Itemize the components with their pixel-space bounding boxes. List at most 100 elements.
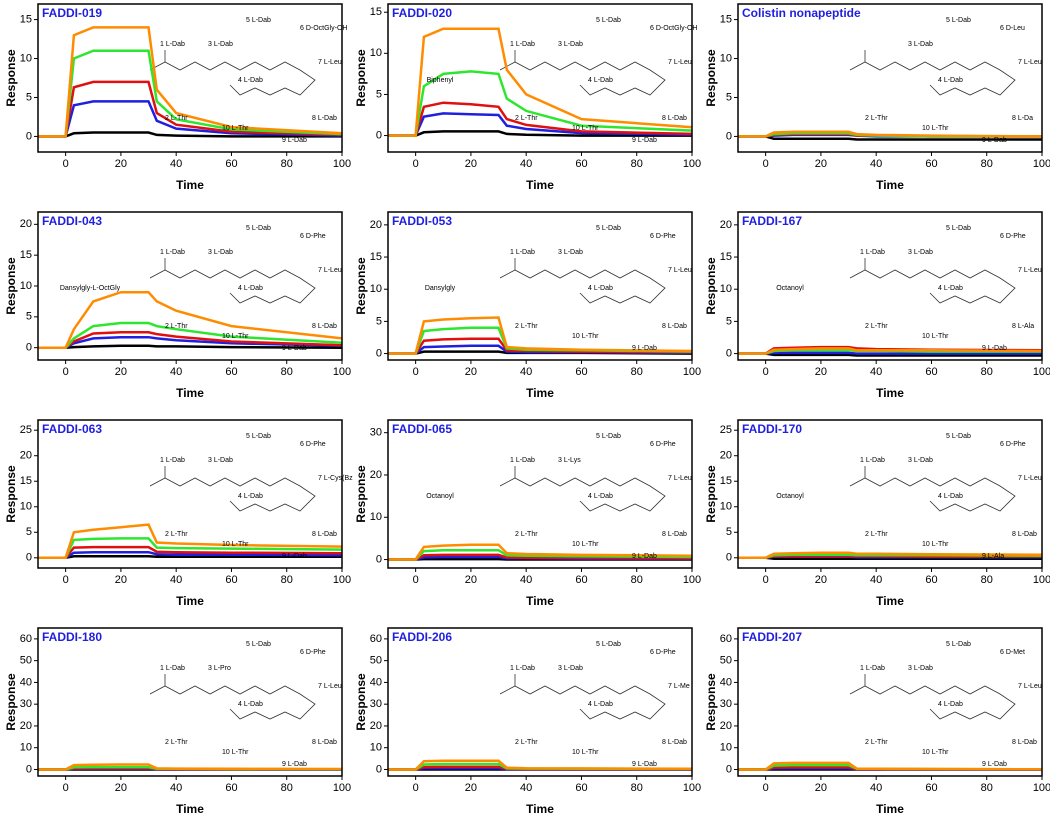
x-tick-label: 100 (333, 574, 351, 586)
y-tick-label: 60 (20, 633, 32, 645)
y-tick-label: 15 (20, 475, 32, 487)
x-tick-label: 80 (281, 574, 293, 586)
structure-label: 3 L-Dab (558, 249, 583, 256)
y-tick-label: 20 (20, 720, 32, 732)
y-tick-label: 5 (26, 91, 32, 103)
y-axis-label: Response (354, 257, 368, 315)
structure-label: 10 L-Thr (922, 333, 949, 340)
y-axis-label: Response (354, 673, 368, 731)
y-tick-label: 15 (720, 475, 732, 487)
x-tick-label: 100 (1033, 574, 1050, 586)
y-tick-label: 60 (720, 633, 732, 645)
y-tick-label: 5 (726, 91, 732, 103)
structure-label: 1 L-Dab (860, 249, 885, 256)
structure-label: 1 L-Dab (160, 41, 185, 48)
plot-frame (387, 211, 693, 361)
y-tick-label: 0 (376, 129, 382, 141)
structure-label: 9 L-Dab (282, 761, 307, 768)
x-axis-label: Time (176, 178, 204, 192)
structure-label: 10 L-Thr (922, 125, 949, 132)
structure-label: 6 D-Phe (650, 233, 676, 240)
y-tick-label: 10 (720, 742, 732, 754)
response-curve (38, 290, 343, 349)
structure-label: 4 L-Dab (588, 493, 613, 500)
x-tick-label: 80 (281, 158, 293, 170)
structure-label: 8 L-Dab (312, 323, 337, 330)
response-curve (738, 135, 1042, 141)
y-tick-label: 0 (726, 347, 732, 359)
y-tick-label: 30 (370, 698, 382, 710)
panel-title: Colistin nonapeptide (742, 6, 861, 20)
x-tick-label: 0 (413, 366, 419, 378)
structure-label: 2 L-Thr (865, 531, 888, 538)
structure-backbone (849, 61, 1016, 96)
structure-label: 5 L-Dab (596, 17, 621, 24)
structure-label: 8 L-Dab (312, 115, 337, 122)
response-curve (38, 763, 343, 771)
structure-label: 5 L-Dab (246, 433, 271, 440)
response-curve (738, 351, 1042, 355)
structure-label: 1 L-Dab (160, 665, 185, 672)
structure-backbone (499, 61, 666, 96)
y-tick-label: 20 (370, 720, 382, 732)
x-tick-label: 100 (683, 366, 701, 378)
structure-label: Biphenyl (427, 77, 454, 84)
structure-backbone (849, 269, 1016, 304)
structure-label: 3 L-Pro (208, 665, 231, 672)
plot-frame (737, 419, 1043, 569)
structure-label: 3 L-Dab (558, 665, 583, 672)
x-tick-label: 0 (63, 158, 69, 170)
structure-label: 8 L-Dab (1012, 739, 1037, 746)
x-tick-label: 60 (575, 366, 587, 378)
structure-backbone (849, 477, 1016, 512)
structure-label: 3 L-Dab (908, 249, 933, 256)
y-axis-label: Response (4, 257, 18, 315)
y-tick-label: 30 (370, 427, 382, 439)
y-axis-label: Response (704, 49, 718, 107)
response-curve (388, 70, 693, 137)
y-tick-label: 10 (720, 501, 732, 513)
x-tick-label: 80 (981, 158, 993, 170)
x-tick-label: 0 (413, 782, 419, 794)
structure-label: 2 L-Thr (515, 115, 538, 122)
x-tick-label: 20 (465, 782, 477, 794)
structure-label: 7 L-Leu (1018, 59, 1042, 66)
panel: FADDI-053 0 5 10 15 20 0 20 40 60 80 100 Time Respons… (354, 211, 701, 400)
structure-label: 8 L-Dab (312, 739, 337, 746)
structure-label: 9 L-Dab (982, 761, 1007, 768)
structure-label: 7 L-Leu (318, 59, 342, 66)
structure-label: 6 D-Phe (1000, 441, 1026, 448)
structure-label: 2 L-Thr (865, 323, 888, 330)
structure-label: 3 L-Dab (908, 665, 933, 672)
structure-label: 4 L-Dab (238, 701, 263, 708)
structure-label: 3 L-Dab (208, 41, 233, 48)
y-tick-label: 10 (370, 47, 382, 59)
x-axis-label: Time (526, 178, 554, 192)
structure-backbone (849, 685, 1016, 720)
y-tick-label: 0 (726, 763, 732, 775)
structure-label: 4 L-Dab (588, 77, 613, 84)
structure-label: 7 L-Leu (668, 267, 692, 274)
y-axis-label: Response (704, 257, 718, 315)
plot-frame (387, 3, 693, 153)
structure-backbone (149, 61, 316, 96)
y-tick-label: 20 (370, 469, 382, 481)
y-axis-label: Response (704, 465, 718, 523)
response-curve (38, 131, 342, 138)
x-tick-label: 100 (333, 366, 351, 378)
response-curve (38, 80, 343, 138)
response-curve (388, 112, 693, 137)
x-tick-label: 40 (170, 782, 182, 794)
x-tick-label: 20 (815, 782, 827, 794)
y-axis-label: Response (4, 673, 18, 731)
plot-frame (737, 627, 1043, 777)
y-tick-label: 0 (26, 763, 32, 775)
y-tick-label: 40 (370, 676, 382, 688)
structure-label: 9 L-Dab (632, 137, 657, 144)
structure-label: 9 L-Dab (632, 553, 657, 560)
y-tick-label: 40 (720, 676, 732, 688)
structure-label: 7 L-Cys(Bz (318, 475, 353, 482)
structure-label: Octanoyl (776, 285, 804, 292)
y-axis-label: Response (704, 673, 718, 731)
x-tick-label: 20 (115, 158, 127, 170)
